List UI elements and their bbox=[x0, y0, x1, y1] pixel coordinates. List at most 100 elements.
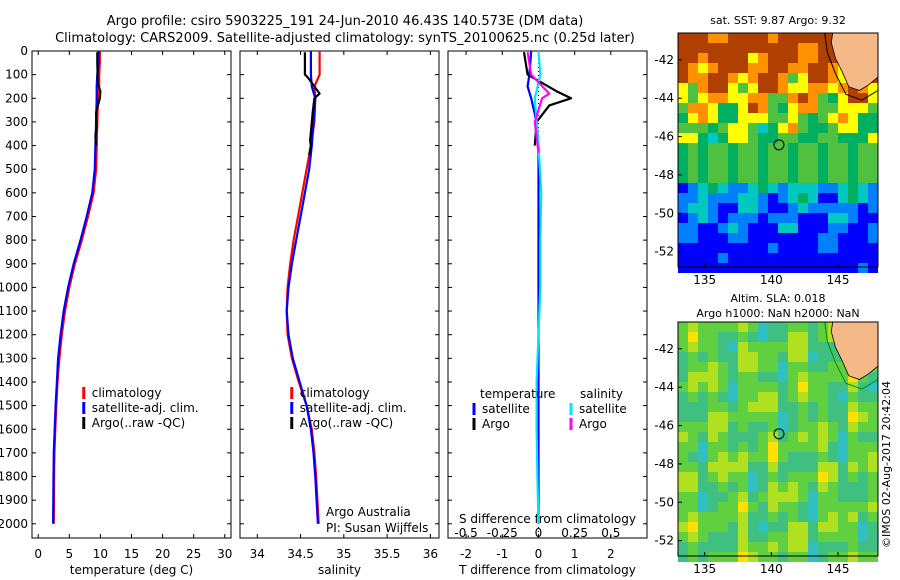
raster-cell bbox=[768, 342, 778, 352]
raster-cell bbox=[808, 412, 818, 422]
raster-cell bbox=[708, 183, 718, 193]
raster-cell bbox=[718, 452, 728, 462]
x-tick-label: -2 bbox=[460, 547, 472, 561]
raster-cell bbox=[858, 123, 868, 133]
depth-tick-label: 1300 bbox=[0, 351, 28, 365]
raster-cell bbox=[738, 422, 748, 432]
map-x-tick-label: 135 bbox=[693, 562, 716, 576]
raster-cell bbox=[718, 542, 728, 552]
raster-cell bbox=[678, 392, 688, 402]
raster-cell bbox=[758, 502, 768, 512]
s-axis-label: S difference from climatology bbox=[459, 512, 636, 526]
raster-cell bbox=[838, 472, 848, 482]
raster-cell bbox=[798, 362, 808, 372]
raster-cell bbox=[858, 103, 868, 113]
raster-cell bbox=[858, 412, 868, 422]
raster-cell bbox=[758, 53, 768, 63]
raster-cell bbox=[848, 243, 858, 253]
raster-cell bbox=[808, 432, 818, 442]
raster-cell bbox=[868, 462, 878, 472]
raster-cell bbox=[728, 542, 738, 552]
raster-cell bbox=[768, 83, 778, 93]
raster-cell bbox=[868, 223, 878, 233]
raster-cell bbox=[758, 402, 768, 412]
raster-cell bbox=[678, 442, 688, 452]
raster-cell bbox=[688, 452, 698, 462]
raster-cell bbox=[818, 432, 828, 442]
raster-cell bbox=[778, 193, 788, 203]
raster-cell bbox=[818, 382, 828, 392]
raster-cell bbox=[678, 382, 688, 392]
raster-cell bbox=[778, 113, 788, 123]
raster-cell bbox=[678, 53, 688, 63]
raster-cell bbox=[858, 492, 868, 502]
raster-cell bbox=[748, 382, 758, 392]
legend-label: climatology bbox=[92, 386, 162, 400]
raster-cell bbox=[778, 43, 788, 53]
raster-cell bbox=[728, 392, 738, 402]
raster-cell bbox=[728, 402, 738, 412]
raster-cell bbox=[758, 253, 768, 263]
raster-cell bbox=[718, 123, 728, 133]
raster-cell bbox=[788, 382, 798, 392]
raster-cell bbox=[808, 492, 818, 502]
raster-cell bbox=[808, 512, 818, 522]
raster-cell bbox=[708, 53, 718, 63]
raster-cell bbox=[738, 83, 748, 93]
raster-cell bbox=[788, 452, 798, 462]
raster-cell bbox=[848, 442, 858, 452]
raster-cell bbox=[828, 113, 838, 123]
raster-cell bbox=[758, 322, 768, 332]
raster-cell bbox=[738, 342, 748, 352]
raster-cell bbox=[768, 522, 778, 532]
raster-cell bbox=[738, 243, 748, 253]
raster-cell bbox=[808, 63, 818, 73]
raster-cell bbox=[708, 243, 718, 253]
raster-cell bbox=[738, 542, 748, 552]
raster-cell bbox=[708, 472, 718, 482]
raster-cell bbox=[678, 113, 688, 123]
raster-cell bbox=[768, 143, 778, 153]
raster-cell bbox=[848, 143, 858, 153]
raster-cell bbox=[788, 342, 798, 352]
raster-cell bbox=[788, 193, 798, 203]
raster-cell bbox=[838, 522, 848, 532]
raster-cell bbox=[838, 462, 848, 472]
raster-cell bbox=[798, 203, 808, 213]
raster-cell bbox=[788, 422, 798, 432]
raster-cell bbox=[688, 332, 698, 342]
raster-cell bbox=[788, 432, 798, 442]
raster-cell bbox=[768, 362, 778, 372]
raster-cell bbox=[838, 93, 848, 103]
raster-cell bbox=[718, 532, 728, 542]
raster-cell bbox=[808, 163, 818, 173]
raster-cell bbox=[698, 193, 708, 203]
raster-cell bbox=[758, 203, 768, 213]
raster-cell bbox=[698, 53, 708, 63]
raster-cell bbox=[848, 542, 858, 552]
raster-cell bbox=[848, 502, 858, 512]
raster-cell bbox=[798, 482, 808, 492]
raster-cell bbox=[818, 472, 828, 482]
raster-cell bbox=[678, 462, 688, 472]
raster-cell bbox=[718, 113, 728, 123]
raster-cell bbox=[788, 33, 798, 43]
raster-cell bbox=[788, 243, 798, 253]
title-line-1: Argo profile: csiro 5903225_191 24-Jun-2… bbox=[107, 14, 584, 29]
x-tick-label: 0 bbox=[34, 547, 42, 561]
raster-cell bbox=[718, 253, 728, 263]
raster-cell bbox=[768, 183, 778, 193]
x-axis-label: temperature (deg C) bbox=[70, 563, 193, 577]
legend-label: climatology bbox=[300, 386, 370, 400]
raster-cell bbox=[678, 63, 688, 73]
raster-cell bbox=[728, 412, 738, 422]
raster-cell bbox=[818, 193, 828, 203]
raster-cell bbox=[798, 512, 808, 522]
raster-cell bbox=[728, 512, 738, 522]
raster-cell bbox=[708, 352, 718, 362]
raster-cell bbox=[738, 442, 748, 452]
sla-map-panel: Altim. SLA: 0.018 Argo h1000: NaN h2000: … bbox=[654, 292, 879, 576]
raster-cell bbox=[718, 482, 728, 492]
raster-cell bbox=[858, 452, 868, 462]
